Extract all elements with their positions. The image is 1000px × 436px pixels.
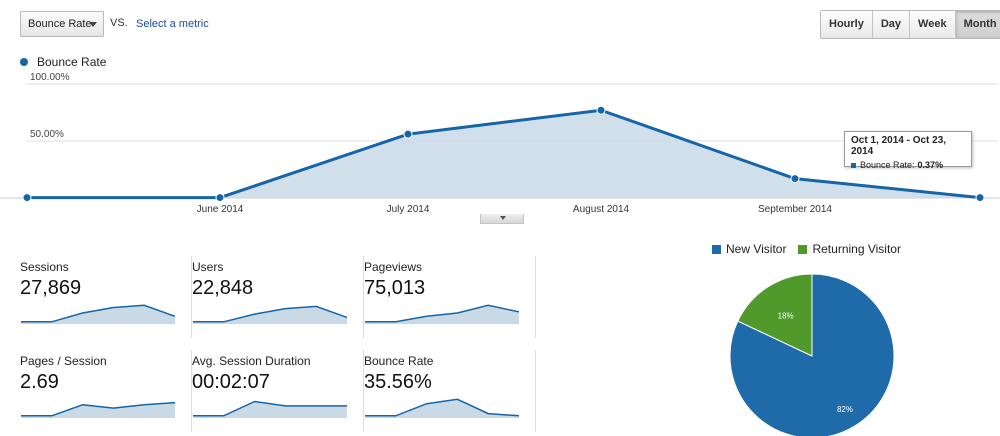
tooltip-metric-label: Bounce Rate:	[860, 160, 915, 170]
stat-value: 22,848	[192, 277, 254, 299]
tooltip-date-range: Oct 1, 2014 - Oct 23, 2014	[851, 135, 947, 157]
data-point	[975, 193, 985, 203]
legend-square-icon	[798, 244, 808, 254]
stat-label: Pages / Session	[20, 354, 107, 368]
period-day-button[interactable]: Day	[872, 11, 911, 38]
sparkline-area	[365, 305, 519, 324]
sparkline-line	[365, 304, 520, 323]
divider	[535, 350, 536, 432]
sparkline-line	[21, 304, 176, 323]
x-tick-label: September 2014	[758, 204, 832, 215]
pie-slice	[737, 273, 813, 357]
x-tick-label: June 2014	[197, 204, 244, 215]
data-point	[403, 129, 413, 139]
data-point	[215, 193, 225, 203]
stat-value: 75,013	[364, 277, 426, 299]
x-tick-label: August 2014	[573, 204, 630, 215]
period-month-button[interactable]: Month	[955, 11, 1000, 38]
stat-label: Users	[192, 260, 224, 274]
visitor-type-pie-chart[interactable]: 82% 18%	[728, 272, 898, 436]
stat-label: Avg. Session Duration	[192, 354, 311, 368]
legend-dot-icon	[20, 58, 28, 66]
vs-label: VS.	[110, 17, 128, 29]
sparkline-line	[193, 400, 347, 417]
sparkline-line	[193, 305, 348, 323]
sparkline	[365, 398, 520, 418]
collapse-chart-handle[interactable]	[480, 214, 524, 224]
data-point	[790, 174, 800, 184]
stat-label: Sessions	[20, 260, 69, 274]
sparkline-area	[21, 402, 175, 418]
chart-legend: Bounce Rate	[20, 55, 106, 69]
data-point	[596, 105, 606, 115]
x-tick-label: July 2014	[387, 204, 430, 215]
sparkline	[365, 304, 520, 324]
stat-users[interactable]: Users 22,848	[192, 256, 364, 348]
legend-label: Bounce Rate	[37, 55, 107, 69]
sparkline-line	[365, 398, 520, 417]
select-metric-link[interactable]: Select a metric	[136, 18, 209, 30]
divider	[363, 256, 364, 338]
stat-label: Bounce Rate	[364, 354, 434, 368]
sparkline-area	[193, 306, 347, 324]
chart-tooltip: Oct 1, 2014 - Oct 23, 2014 Bounce Rate: …	[844, 131, 972, 170]
stat-label: Pageviews	[364, 260, 423, 274]
sparkline	[21, 304, 176, 324]
stat-value: 27,869	[20, 277, 82, 299]
y-tick-label: 100.00%	[30, 72, 70, 83]
pie-legend-item-new[interactable]: New Visitor	[712, 242, 786, 256]
stat-pageviews[interactable]: Pageviews 75,013	[364, 256, 536, 348]
stat-value: 2.69	[20, 371, 59, 393]
divider	[191, 350, 192, 432]
sparkline	[21, 401, 176, 418]
divider	[191, 256, 192, 338]
series-line	[27, 108, 981, 200]
metric-select-label: Bounce Rate	[28, 18, 92, 30]
y-tick-label: 50.00%	[30, 129, 64, 140]
stat-pages-per-session[interactable]: Pages / Session 2.69	[20, 350, 192, 436]
period-hourly-button[interactable]: Hourly	[821, 11, 873, 38]
stat-sessions[interactable]: Sessions 27,869	[20, 256, 192, 348]
period-week-button[interactable]: Week	[910, 11, 956, 38]
metric-select[interactable]: Bounce Rate	[20, 11, 104, 37]
pie-legend-item-returning[interactable]: Returning Visitor	[798, 242, 901, 256]
stat-avg-session-duration[interactable]: Avg. Session Duration 00:02:07	[192, 350, 364, 436]
pie-legend-label: Returning Visitor	[812, 242, 901, 256]
stat-value: 00:02:07	[192, 371, 270, 393]
tooltip-metric-value: 0.37%	[917, 160, 944, 170]
sparkline	[193, 305, 348, 324]
stat-value: 35.56%	[364, 371, 432, 393]
chevron-down-icon	[89, 22, 97, 27]
pie-legend: New Visitor Returning Visitor	[712, 242, 913, 256]
sparkline-area	[21, 305, 175, 324]
pie-slice-label: 82%	[837, 405, 853, 414]
pie-slice-label: 18%	[778, 311, 794, 320]
pie-legend-label: New Visitor	[726, 242, 787, 256]
series-area	[27, 110, 980, 198]
legend-square-icon	[712, 244, 721, 254]
data-point	[22, 193, 32, 203]
bounce-rate-line-chart[interactable]: 100.00% 50.00% June 2014 July 2014 August 20…	[0, 70, 1000, 220]
sparkline	[193, 400, 347, 418]
period-toggle-group: Hourly Day Week Month	[820, 10, 1000, 39]
tooltip-series-square-icon	[851, 162, 856, 168]
sparkline-line	[21, 401, 176, 417]
toolbar: Bounce Rate VS. Select a metric Hourly D…	[0, 0, 1000, 44]
divider	[363, 350, 364, 432]
stat-bounce-rate[interactable]: Bounce Rate 35.56%	[364, 350, 536, 436]
divider	[535, 256, 536, 338]
sparkline-area	[193, 401, 347, 418]
chevron-down-icon	[500, 216, 506, 220]
